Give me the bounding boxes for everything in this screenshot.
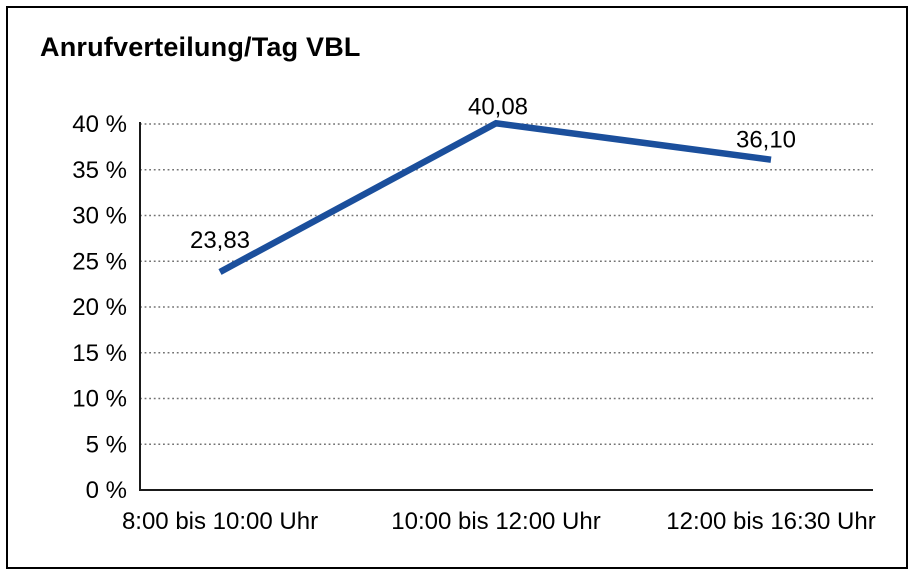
data-point-label: 36,10 (736, 127, 796, 154)
chart-frame (6, 6, 908, 569)
y-tick-label: 35 % (72, 157, 127, 184)
y-tick-label: 0 % (86, 477, 127, 504)
chart-title: Anrufverteilung/Tag VBL (40, 32, 361, 62)
y-tick-label: 5 % (86, 431, 127, 458)
x-axis-label: 10:00 bis 12:00 Uhr (391, 508, 600, 535)
data-point-label: 23,83 (190, 227, 250, 254)
data-line (218, 119, 772, 275)
y-tick-label: 15 % (72, 340, 127, 367)
data-point-label: 40,08 (468, 93, 528, 120)
x-axis-label: 8:00 bis 10:00 Uhr (122, 508, 318, 535)
y-tick-label: 30 % (72, 203, 127, 230)
y-tick-label: 20 % (72, 294, 127, 321)
y-tick-label: 25 % (72, 248, 127, 275)
x-axis-label: 12:00 bis 16:30 Uhr (666, 508, 875, 535)
y-tick-label: 10 % (72, 386, 127, 413)
y-tick-label: 40 % (72, 111, 127, 138)
